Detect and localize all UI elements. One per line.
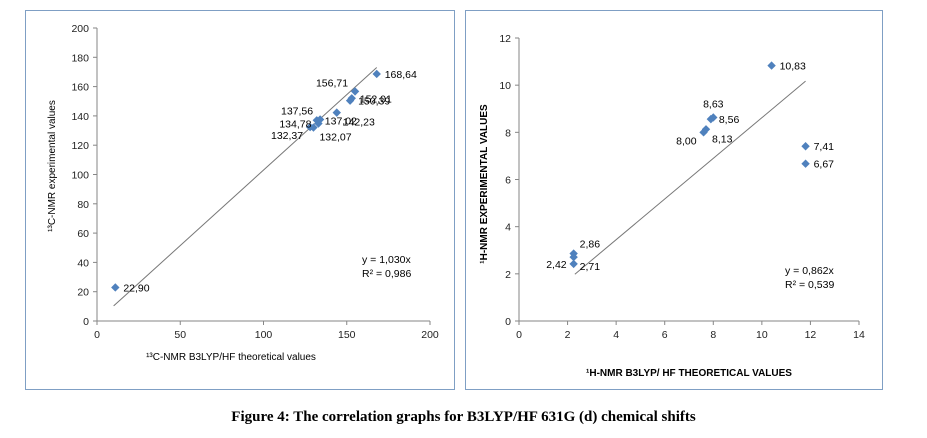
c13-data-label: 142,23: [343, 117, 375, 129]
c13-trendline: [113, 67, 378, 307]
c13-x-tick-label: 50: [174, 329, 186, 341]
c13-y-tick-label: 180: [71, 52, 89, 64]
c13-trendline-equation: y = 1,030x: [362, 254, 411, 266]
h1-correlation-chart: 0 2 4 6 8 10 12 0 2 4 6 8 10 12 14 ¹H-NMR B3LYP/ HF THE…: [465, 10, 883, 390]
c13-data-label: 156,71: [316, 77, 348, 89]
h1-x-tick-label: 0: [516, 329, 522, 341]
c13-correlation-chart: 0 20 40 60 80 100 120 140 160 180 200 0 50 100 150 200 ¹…: [25, 10, 455, 390]
c13-data-label: 137,56: [281, 105, 313, 117]
c13-x-tick-label: 150: [338, 329, 356, 341]
c13-r-squared: R² = 0,986: [362, 268, 411, 280]
h1-data-point: [801, 159, 810, 168]
c13-data-point: [350, 87, 360, 96]
h1-trendline-equation: y = 0,862x: [785, 265, 834, 277]
h1-data-label: 8,63: [703, 98, 724, 110]
h1-x-tick-label: 10: [756, 329, 768, 341]
c13-x-tick-label: 200: [421, 329, 439, 341]
h1-data-label: 2,86: [580, 239, 601, 251]
c13-data-label: 168,64: [385, 69, 417, 81]
h1-data-label: 2,42: [546, 259, 567, 271]
h1-y-tick-label: 4: [505, 222, 511, 234]
c13-chart-svg: 0 20 40 60 80 100 120 140 160 180 200 0 50 100 150 200 ¹…: [47, 23, 439, 363]
h1-data-label: 2,71: [580, 261, 601, 273]
h1-x-tick-label: 4: [613, 329, 619, 341]
h1-data-point: [701, 125, 711, 134]
c13-y-tick-label: 20: [77, 287, 89, 299]
c13-data-label: 22,90: [123, 282, 149, 294]
h1-x-tick-label: 8: [710, 329, 716, 341]
c13-y-tick-label: 60: [77, 228, 89, 240]
h1-data-label: 7,41: [814, 141, 835, 153]
c13-data-point: [332, 108, 341, 117]
h1-data-label: 10,83: [780, 61, 806, 73]
c13-data-label: 132,07: [319, 132, 351, 144]
h1-data-label: 8,56: [719, 114, 740, 126]
c13-x-tick-label: 0: [94, 329, 100, 341]
c13-x-tick-label: 100: [255, 329, 273, 341]
h1-y-tick-label: 6: [505, 175, 511, 187]
h1-x-tick-label: 2: [565, 329, 571, 341]
c13-data-point: [315, 115, 325, 124]
c13-y-tick-label: 160: [71, 82, 89, 94]
h1-x-tick-label: 12: [805, 329, 817, 341]
c13-y-axis-label: ¹³C-NMR experimental values: [47, 100, 58, 232]
h1-y-tick-label: 0: [505, 316, 511, 328]
h1-x-tick-label: 14: [853, 329, 865, 341]
h1-data-label: 8,00: [676, 135, 697, 147]
c13-y-tick-label: 40: [77, 257, 89, 269]
c13-data-label: 132,37: [271, 130, 303, 142]
c13-y-tick-label: 120: [71, 140, 89, 152]
c13-y-tick-label: 200: [71, 23, 89, 35]
c13-y-tick-label: 0: [83, 316, 89, 328]
c13-data-label: 137,02: [325, 115, 357, 127]
c13-y-tick-label: 80: [77, 199, 89, 211]
h1-y-tick-label: 2: [505, 269, 511, 281]
h1-y-tick-label: 8: [505, 127, 511, 139]
h1-x-tick-label: 6: [662, 329, 668, 341]
h1-x-axis-label: ¹H-NMR B3LYP/ HF THEORETICAL VALUES: [586, 368, 792, 379]
h1-chart-svg: 0 2 4 6 8 10 12 0 2 4 6 8 10 12 14 ¹H-NMR B3LYP/ HF THE…: [479, 33, 865, 379]
c13-data-label: 152,01: [360, 93, 392, 105]
c13-data-point: [111, 283, 120, 292]
c13-y-tick-label: 100: [71, 170, 89, 182]
c13-y-tick-label: 140: [71, 111, 89, 123]
h1-data-point: [801, 142, 810, 151]
h1-data-label: 6,67: [814, 159, 835, 171]
h1-r-squared: R² = 0,539: [785, 279, 834, 291]
c13-data-label: 134,78: [279, 119, 311, 131]
h1-y-axis-label: ¹H-NMR EXPERIMENTAL VALUES: [479, 104, 490, 264]
h1-y-tick-label: 12: [499, 33, 511, 45]
c13-data-point: [347, 94, 356, 103]
figure-caption: Figure 4: The correlation graphs for B3L…: [231, 409, 696, 425]
h1-trendline: [574, 80, 806, 275]
c13-data-point: [372, 69, 381, 79]
c13-data-label: 150,39: [358, 96, 390, 108]
c13-data-point: [309, 123, 318, 132]
h1-data-point: [767, 61, 776, 70]
h1-data-label: 8,13: [712, 133, 733, 145]
c13-x-axis-label: ¹³C-NMR B3LYP/HF theoretical values: [146, 352, 316, 363]
h1-y-tick-label: 10: [499, 80, 511, 92]
